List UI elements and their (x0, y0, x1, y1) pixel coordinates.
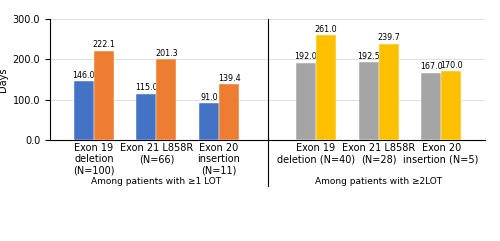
Bar (441, 72, 461, 140)
Bar (296, 63, 316, 140)
Text: 170.0: 170.0 (440, 61, 462, 70)
Text: 139.4: 139.4 (218, 74, 240, 83)
Text: Among patients with ≥1 LOT: Among patients with ≥1 LOT (92, 177, 222, 187)
Bar (316, 35, 336, 140)
Bar (219, 84, 239, 140)
Bar (74, 81, 94, 140)
Text: 201.3: 201.3 (155, 49, 178, 58)
Text: 167.0: 167.0 (420, 62, 442, 72)
Y-axis label: Days: Days (0, 67, 8, 92)
Bar (94, 51, 114, 140)
Bar (199, 103, 219, 140)
Text: 192.0: 192.0 (294, 53, 318, 61)
Bar (378, 44, 398, 140)
Text: 146.0: 146.0 (72, 71, 95, 80)
Bar (358, 62, 378, 140)
Text: Among patients with ≥2LOT: Among patients with ≥2LOT (315, 177, 442, 187)
Bar (136, 94, 156, 140)
Bar (156, 59, 176, 140)
Text: 192.5: 192.5 (357, 52, 380, 61)
Text: 261.0: 261.0 (314, 25, 338, 34)
Text: 115.0: 115.0 (135, 83, 158, 92)
Text: 239.7: 239.7 (377, 33, 400, 42)
Text: 91.0: 91.0 (200, 93, 218, 102)
Bar (421, 73, 441, 140)
Text: 222.1: 222.1 (92, 40, 116, 49)
